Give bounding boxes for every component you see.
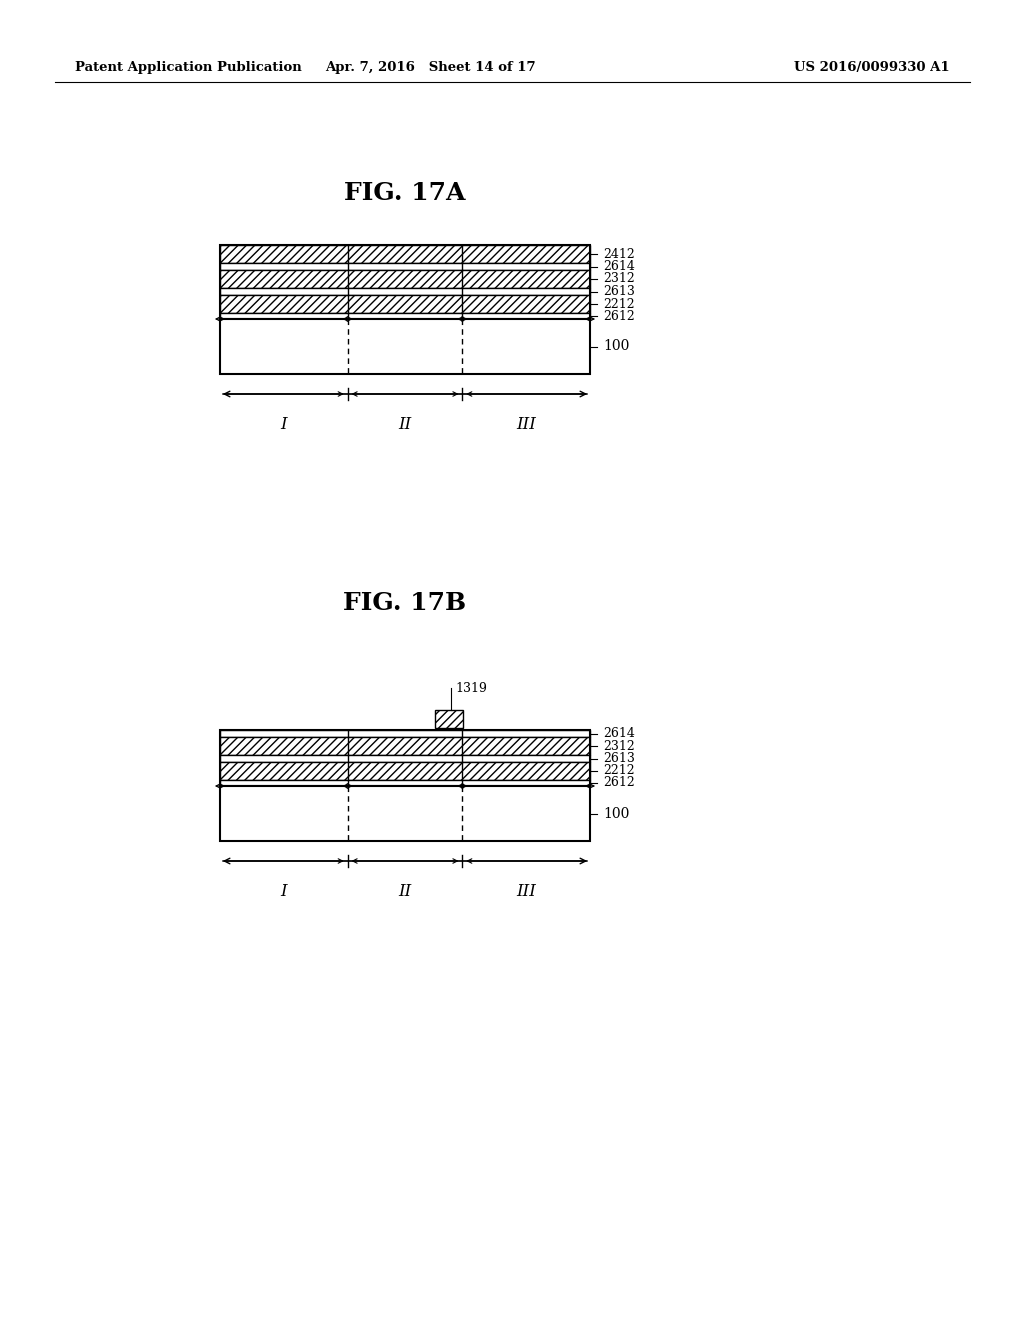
- Bar: [220, 762, 348, 780]
- Text: FIG. 17B: FIG. 17B: [343, 591, 467, 615]
- Text: 100: 100: [603, 339, 630, 354]
- Bar: [348, 294, 463, 313]
- Bar: [220, 737, 348, 755]
- Bar: [220, 271, 348, 288]
- Bar: [220, 246, 590, 263]
- Text: I: I: [281, 416, 287, 433]
- Text: 2613: 2613: [603, 752, 635, 766]
- Bar: [220, 785, 590, 841]
- Text: I: I: [281, 883, 287, 900]
- Text: Patent Application Publication: Patent Application Publication: [75, 62, 302, 74]
- Text: Apr. 7, 2016   Sheet 14 of 17: Apr. 7, 2016 Sheet 14 of 17: [325, 62, 536, 74]
- Text: III: III: [516, 416, 537, 433]
- Text: 2412: 2412: [603, 248, 635, 260]
- Bar: [220, 730, 590, 785]
- Text: II: II: [398, 883, 412, 900]
- Text: 2312: 2312: [603, 739, 635, 752]
- Text: 2614: 2614: [603, 260, 635, 273]
- Bar: [220, 737, 590, 755]
- Text: FIG. 17A: FIG. 17A: [344, 181, 466, 205]
- Bar: [220, 294, 590, 313]
- Text: 1319: 1319: [456, 681, 487, 694]
- Bar: [220, 263, 590, 271]
- Bar: [463, 271, 590, 288]
- Bar: [463, 762, 590, 780]
- Text: 2614: 2614: [603, 727, 635, 741]
- Bar: [220, 762, 590, 780]
- Bar: [463, 294, 590, 313]
- Text: 2612: 2612: [603, 776, 635, 789]
- Text: II: II: [398, 416, 412, 433]
- Bar: [220, 288, 590, 294]
- Bar: [463, 246, 590, 263]
- Text: 2312: 2312: [603, 272, 635, 285]
- Bar: [348, 762, 463, 780]
- Bar: [220, 294, 348, 313]
- Bar: [220, 780, 590, 785]
- Text: III: III: [516, 883, 537, 900]
- Bar: [463, 737, 590, 755]
- Bar: [348, 271, 463, 288]
- Text: 2212: 2212: [603, 297, 635, 310]
- Text: 2613: 2613: [603, 285, 635, 298]
- Bar: [220, 730, 590, 737]
- Bar: [348, 737, 463, 755]
- Text: 2212: 2212: [603, 764, 635, 777]
- Bar: [435, 710, 464, 729]
- Bar: [220, 755, 590, 762]
- Text: 100: 100: [603, 807, 630, 821]
- Bar: [348, 246, 463, 263]
- Bar: [220, 313, 590, 319]
- Bar: [220, 246, 348, 263]
- Bar: [220, 319, 590, 374]
- Text: US 2016/0099330 A1: US 2016/0099330 A1: [795, 62, 950, 74]
- Bar: [220, 271, 590, 288]
- Bar: [220, 246, 590, 319]
- Text: 2612: 2612: [603, 309, 635, 322]
